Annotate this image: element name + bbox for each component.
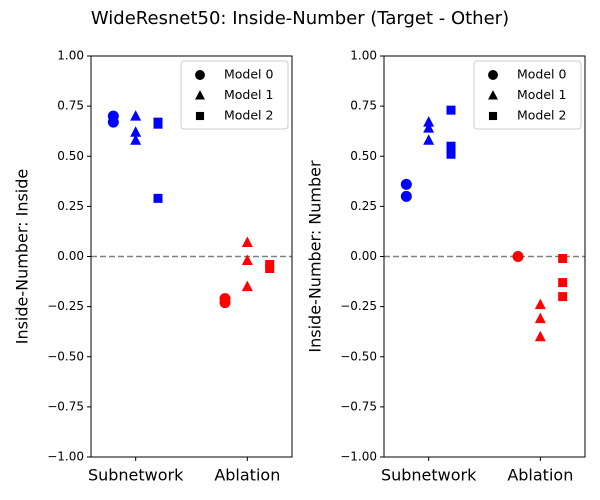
data-point — [558, 278, 568, 288]
data-point — [241, 254, 253, 266]
y-axis-label: Inside-Number: Number — [306, 160, 325, 353]
figure-title: WideResnet50: Inside-Number (Target - Ot… — [91, 8, 509, 29]
data-point — [241, 280, 253, 292]
data-point — [130, 134, 142, 145]
y-tick-label: 0.75 — [57, 99, 84, 113]
data-point — [512, 251, 524, 262]
legend-marker — [488, 90, 498, 100]
data-point — [153, 193, 163, 203]
legend-marker — [195, 111, 205, 121]
data-point — [130, 110, 142, 121]
data-point — [400, 178, 412, 190]
legend-label: Model 1 — [224, 87, 273, 102]
data-point — [241, 236, 253, 247]
x-tick-label: Ablation — [507, 466, 573, 485]
legend-marker — [488, 111, 498, 121]
legend-box — [473, 60, 582, 130]
legend-label: Model 0 — [224, 67, 274, 82]
y-tick-label: 0.50 — [350, 149, 377, 163]
legend-box — [180, 60, 289, 130]
x-tick-label: Ablation — [214, 466, 280, 485]
legend-label: Model 1 — [517, 87, 566, 102]
data-point — [423, 122, 435, 133]
data-point — [130, 126, 142, 137]
y-tick-label: 1.00 — [350, 49, 377, 63]
data-point — [423, 116, 435, 127]
y-tick-label: −0.75 — [340, 399, 377, 413]
data-point — [400, 190, 412, 202]
y-tick-label: −1.00 — [340, 450, 377, 464]
legend-marker — [195, 70, 205, 80]
y-tick-label: 0.00 — [57, 249, 84, 263]
legend-label: Model 0 — [517, 67, 567, 82]
y-tick-label: 1.00 — [57, 49, 84, 63]
y-tick-label: 0.00 — [350, 249, 377, 263]
y-tick-label: −0.25 — [340, 299, 377, 313]
legend-label: Model 2 — [517, 108, 566, 123]
y-tick-label: −0.25 — [47, 299, 84, 313]
data-point — [107, 116, 119, 128]
y-tick-label: 0.25 — [350, 199, 377, 213]
data-point — [265, 264, 275, 274]
data-point — [534, 298, 546, 310]
legend-label: Model 2 — [224, 108, 273, 123]
y-tick-label: −0.75 — [47, 399, 84, 413]
axes-frame — [90, 55, 293, 458]
y-tick-label: −0.50 — [47, 349, 84, 363]
data-point — [558, 254, 568, 264]
data-point — [446, 149, 456, 159]
y-tick-label: 0.75 — [350, 99, 377, 113]
y-tick-label: 0.25 — [57, 199, 84, 213]
legend-marker — [195, 90, 205, 100]
data-point — [446, 141, 456, 151]
axes-frame — [383, 55, 586, 458]
data-point — [423, 134, 435, 145]
data-point — [219, 297, 231, 309]
data-point — [558, 292, 568, 302]
data-point — [534, 330, 546, 342]
data-point — [446, 105, 456, 115]
x-tick-label: Subnetwork — [88, 466, 184, 485]
x-tick-label: Subnetwork — [381, 466, 477, 485]
data-point — [153, 119, 163, 129]
data-point — [534, 312, 546, 324]
y-tick-label: −1.00 — [47, 450, 84, 464]
legend-marker — [488, 70, 498, 80]
y-tick-label: 0.50 — [57, 149, 84, 163]
y-axis-label: Inside-Number: Inside — [13, 169, 32, 345]
y-tick-label: −0.50 — [340, 349, 377, 363]
